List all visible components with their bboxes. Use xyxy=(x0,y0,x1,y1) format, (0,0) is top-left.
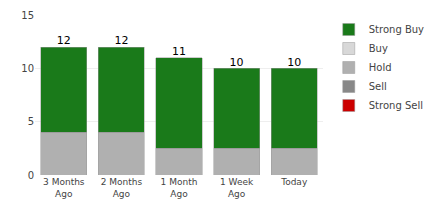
svg-text:10: 10 xyxy=(287,56,301,69)
svg-text:3 MonthsAgo: 3 MonthsAgo xyxy=(43,177,85,199)
svg-text:12: 12 xyxy=(57,34,71,47)
svg-text:Strong Buy: Strong Buy xyxy=(369,24,424,35)
svg-text:Sell: Sell xyxy=(369,81,387,92)
svg-text:1 WeekAgo: 1 WeekAgo xyxy=(220,177,254,199)
svg-text:Buy: Buy xyxy=(369,43,388,54)
svg-text:12: 12 xyxy=(114,34,128,47)
svg-text:5: 5 xyxy=(28,116,34,127)
svg-text:0: 0 xyxy=(28,170,34,181)
svg-text:2 MonthsAgo: 2 MonthsAgo xyxy=(101,177,143,199)
svg-text:10: 10 xyxy=(230,56,244,69)
svg-text:15: 15 xyxy=(21,10,34,21)
svg-text:Today: Today xyxy=(280,177,308,187)
svg-text:Strong Sell: Strong Sell xyxy=(369,100,423,111)
svg-text:11: 11 xyxy=(172,45,186,58)
svg-text:Hold: Hold xyxy=(369,62,392,73)
svg-text:1 MonthAgo: 1 MonthAgo xyxy=(161,177,198,199)
svg-text:10: 10 xyxy=(21,63,34,74)
